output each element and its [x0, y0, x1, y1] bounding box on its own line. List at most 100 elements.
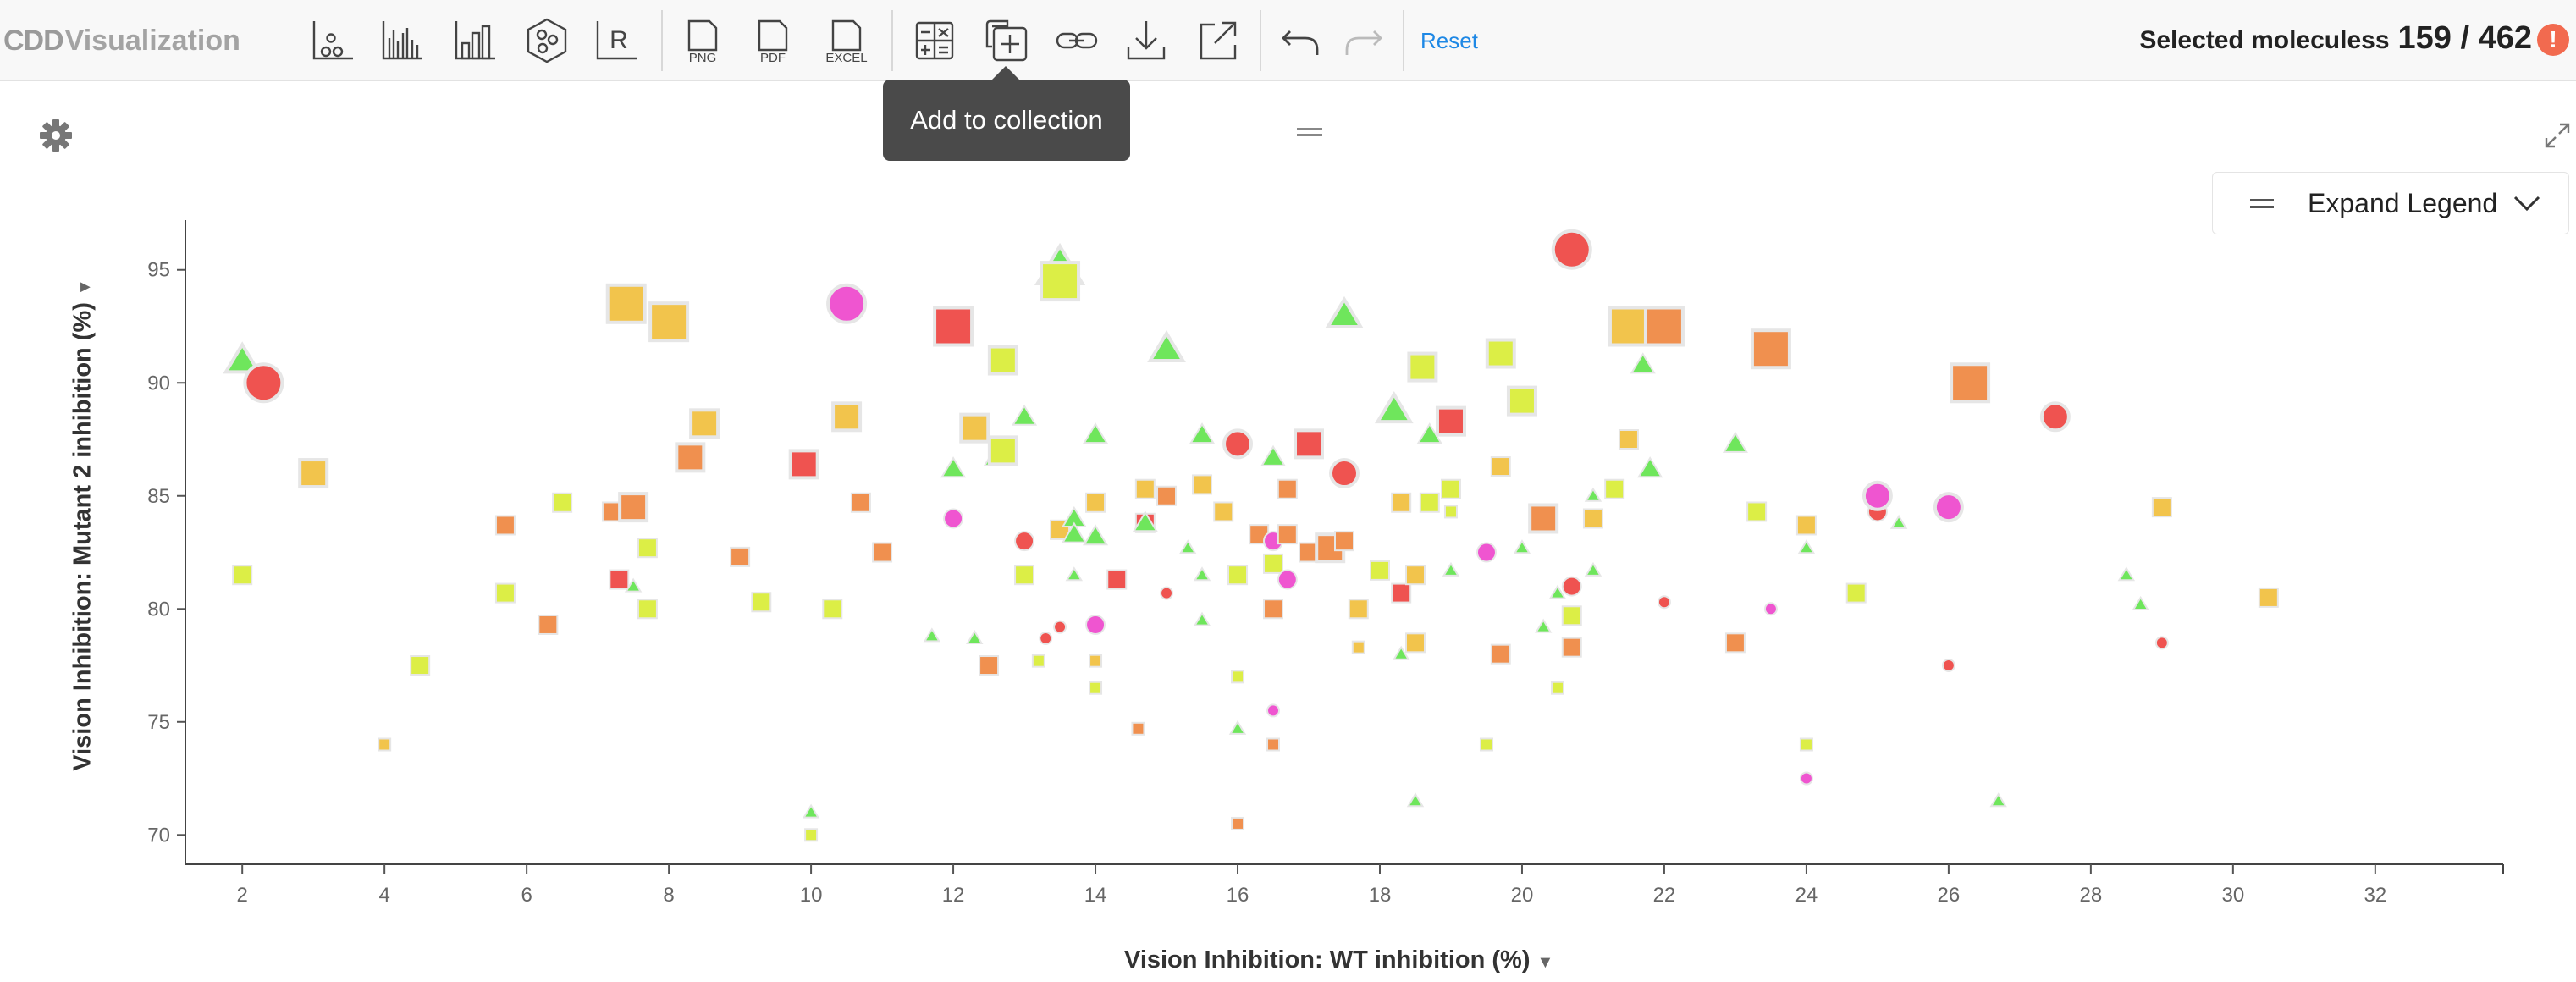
data-point-square [1391, 492, 1412, 513]
data-point-square [751, 592, 772, 613]
data-point-circle [1941, 659, 1955, 673]
data-point-square [1089, 681, 1103, 695]
data-point-triangle [1989, 792, 2007, 808]
data-point-square [618, 492, 649, 523]
data-point-square [1213, 501, 1234, 522]
redo-icon [1345, 30, 1382, 55]
chevron-down-icon [2514, 196, 2540, 212]
data-point-square [1134, 478, 1156, 499]
toolbar-divider [1403, 10, 1404, 71]
data-point-square [822, 599, 843, 620]
expand-icon[interactable] [2543, 121, 2572, 150]
cluster-button[interactable] [520, 14, 574, 68]
data-point-triangle [1012, 404, 1038, 426]
data-point-square [1604, 478, 1625, 499]
data-point-square [1435, 405, 1466, 437]
data-point-square [1561, 637, 1582, 658]
toolbar: CDD Visualization [0, 0, 2576, 81]
data-point-triangle [1406, 792, 1425, 808]
data-point-square [1231, 670, 1245, 684]
export-png-button[interactable]: PNG [675, 14, 729, 68]
data-point-triangle [1630, 352, 1656, 374]
data-point-circle [826, 283, 868, 324]
data-point-triangle [1193, 611, 1211, 626]
histogram-button[interactable] [376, 14, 430, 68]
data-point-square [609, 569, 630, 590]
y-axis-title-text: Vision Inhibition: Mutant 2 inhibition (… [69, 302, 97, 771]
undo-button[interactable] [1274, 14, 1328, 68]
data-point-triangle [1889, 514, 1908, 529]
scatter-plot-button[interactable] [306, 14, 361, 68]
logo-text: Visualization [64, 24, 240, 57]
data-point-square [494, 515, 516, 536]
svg-text:PNG: PNG [689, 51, 717, 65]
y-axis-title[interactable]: Vision Inhibition: Mutant 2 inhibition (… [69, 279, 97, 770]
data-point-square [1085, 492, 1106, 513]
reset-link[interactable]: Reset [1420, 28, 1478, 53]
download-button[interactable] [1119, 14, 1173, 68]
logo-cdd: CDD [3, 24, 64, 57]
x-tick-label: 12 [942, 884, 965, 907]
data-point-square [2151, 497, 2172, 518]
data-point-square [1407, 351, 1438, 383]
data-point-circle [2039, 401, 2071, 433]
data-point-square [1724, 632, 1746, 654]
data-point-triangle [1416, 422, 1442, 444]
logo: CDD Visualization [3, 20, 240, 61]
data-point-circle [1329, 458, 1360, 489]
svg-text:EXCEL: EXCEL [825, 51, 867, 65]
data-point-square [1263, 553, 1284, 574]
data-point-square [831, 401, 863, 433]
add-to-collection-button[interactable] [979, 14, 1034, 68]
data-point-square [1131, 721, 1145, 736]
x-axis-title[interactable]: Vision Inhibition: WT inhibition (%) ▼ [1124, 946, 1553, 974]
drag-handle-icon[interactable] [1297, 128, 1322, 140]
data-point-square [1156, 485, 1178, 506]
data-point-square [378, 737, 392, 752]
expand-legend-button[interactable]: Expand Legend [2212, 172, 2569, 234]
open-external-button[interactable] [1190, 14, 1244, 68]
data-point-circle [1266, 703, 1281, 718]
data-point-triangle [2132, 595, 2149, 610]
data-point-square [1528, 503, 1559, 534]
data-point-square [552, 492, 573, 513]
data-point-square [850, 492, 871, 513]
data-point-circle [1160, 586, 1174, 600]
data-point-triangle [1193, 566, 1211, 582]
data-point-circle [943, 508, 964, 529]
selected-label: Selected moleculess [2139, 26, 2390, 54]
data-point-square [1950, 362, 1991, 404]
add-to-collection-icon [985, 19, 1028, 62]
calculator-button[interactable] [907, 14, 962, 68]
caret-down-icon: ▼ [1536, 953, 1554, 972]
data-point-square [648, 301, 690, 343]
data-point-square [1490, 456, 1511, 477]
data-point-square [1348, 599, 1369, 620]
bar-chart-icon [455, 21, 495, 60]
export-pdf-button[interactable]: PDF [745, 14, 799, 68]
link-button[interactable] [1050, 14, 1104, 68]
r-script-button[interactable]: R [590, 14, 644, 68]
y-tick-label: 80 [147, 598, 170, 621]
data-point-circle [1085, 614, 1106, 635]
settings-gear-icon[interactable] [37, 117, 74, 154]
data-point-triangle [1189, 422, 1216, 444]
data-point-square [494, 582, 516, 604]
data-point-square [1351, 640, 1365, 654]
data-point-square [410, 655, 431, 676]
export-excel-button[interactable]: EXCEL [819, 14, 873, 68]
alert-icon[interactable]: ! [2537, 24, 2569, 56]
r-script-icon: R [596, 21, 637, 60]
data-point-square [959, 412, 990, 444]
data-point-square [1089, 654, 1103, 668]
data-point-square [1485, 338, 1516, 369]
x-tick-label: 6 [521, 884, 532, 907]
toolbar-divider [891, 10, 893, 71]
data-point-triangle [1061, 521, 1087, 543]
add-to-collection-tooltip: Add to collection [883, 66, 1130, 161]
bar-chart-button[interactable] [449, 14, 503, 68]
data-point-square [1294, 428, 1325, 460]
data-point-square [1227, 565, 1249, 586]
redo-button[interactable] [1336, 14, 1390, 68]
data-point-square [1277, 478, 1298, 499]
